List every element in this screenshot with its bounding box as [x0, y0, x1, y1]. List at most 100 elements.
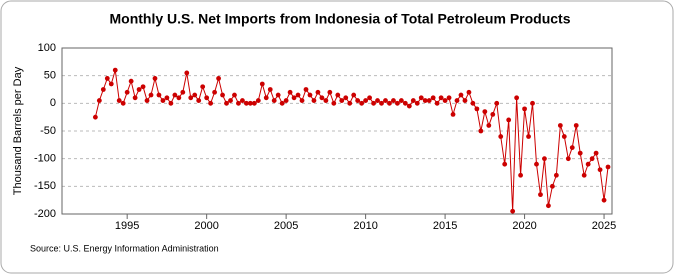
data-point	[108, 81, 114, 87]
data-point	[601, 197, 607, 203]
data-point	[438, 95, 444, 101]
data-point	[351, 92, 357, 98]
data-point	[116, 98, 122, 103]
data-point	[410, 98, 416, 103]
data-point	[387, 100, 392, 106]
data-point	[323, 98, 329, 103]
data-point	[466, 89, 472, 95]
data-point	[148, 92, 154, 98]
data-point	[577, 150, 583, 156]
data-point	[236, 100, 241, 106]
data-point	[402, 100, 408, 106]
data-point	[506, 117, 512, 123]
data-point	[92, 114, 98, 120]
data-point	[375, 98, 380, 103]
data-point	[247, 100, 253, 106]
data-point	[490, 112, 496, 117]
data-point	[379, 100, 384, 106]
data-point	[343, 95, 349, 101]
data-point	[104, 76, 110, 81]
data-point	[120, 100, 126, 106]
data-point	[267, 87, 273, 92]
data-point	[216, 76, 221, 81]
data-point	[132, 95, 138, 101]
y-tick-label: 100	[38, 42, 56, 54]
data-point	[573, 123, 579, 128]
data-point	[454, 98, 460, 103]
data-point	[192, 92, 198, 98]
plot-border	[61, 47, 613, 215]
data-point	[426, 98, 432, 103]
data-point	[561, 134, 567, 139]
data-point	[522, 106, 527, 112]
data-point	[152, 76, 158, 81]
data-point	[470, 100, 476, 106]
data-point	[549, 183, 555, 189]
y-axis-label: Thousand Barrels per Day	[12, 66, 24, 195]
data-point	[319, 95, 325, 101]
data-point	[299, 98, 305, 103]
data-point	[434, 100, 440, 106]
data-point	[212, 89, 218, 95]
data-point	[96, 98, 102, 103]
data-point	[279, 100, 285, 106]
data-point	[240, 98, 245, 103]
data-point	[303, 87, 309, 92]
data-point	[295, 92, 301, 98]
data-point	[398, 98, 404, 103]
data-point	[200, 84, 206, 90]
data-point	[446, 95, 452, 101]
data-point	[430, 95, 436, 101]
data-point	[450, 112, 456, 117]
data-point	[140, 84, 146, 90]
data-point	[597, 167, 603, 173]
source: Source: U.S. Energy Information Administ…	[30, 243, 219, 253]
data-point	[526, 134, 531, 139]
y-tick-label: 0	[50, 97, 56, 109]
data-point	[311, 98, 317, 103]
data-point	[605, 164, 611, 170]
data-point	[287, 89, 293, 95]
x-tick-label: 2000	[194, 220, 218, 232]
data-point	[224, 100, 229, 106]
frame	[0, 0, 674, 274]
data-point	[339, 98, 345, 103]
data-point	[355, 98, 361, 103]
data-point	[538, 192, 543, 198]
data-point	[331, 100, 337, 106]
data-point	[208, 100, 214, 106]
data-point	[589, 156, 595, 162]
data-point	[251, 100, 257, 106]
data-point	[220, 92, 225, 98]
data-point	[395, 100, 400, 106]
data-point	[363, 98, 369, 103]
y-tick-label: -200	[34, 208, 56, 220]
data-point	[112, 67, 118, 73]
data-point	[482, 109, 488, 115]
x-tick-label: 2025	[592, 220, 616, 232]
y-tick-label: -100	[34, 153, 56, 165]
data-point	[283, 98, 289, 103]
chart-title: Monthly U.S. Net Imports from Indonesia …	[110, 11, 571, 27]
data-point	[259, 81, 265, 87]
data-point	[327, 89, 333, 95]
data-point	[144, 98, 150, 103]
data-point	[502, 161, 508, 167]
data-point	[530, 100, 535, 106]
data-point	[518, 172, 523, 178]
x-tick-label: 1995	[115, 220, 139, 232]
data-point	[271, 98, 277, 103]
data-point	[458, 92, 464, 98]
y-tick-label: -50	[40, 125, 56, 137]
data-point	[546, 203, 551, 209]
data-point	[371, 100, 376, 106]
y-tick-label: -150	[34, 180, 56, 192]
data-point	[315, 89, 321, 95]
data-point	[335, 92, 341, 98]
data-point	[228, 98, 233, 103]
data-point	[307, 92, 313, 98]
data-point	[498, 134, 504, 139]
y-tick-label: 50	[44, 70, 56, 82]
data-point	[442, 98, 448, 103]
